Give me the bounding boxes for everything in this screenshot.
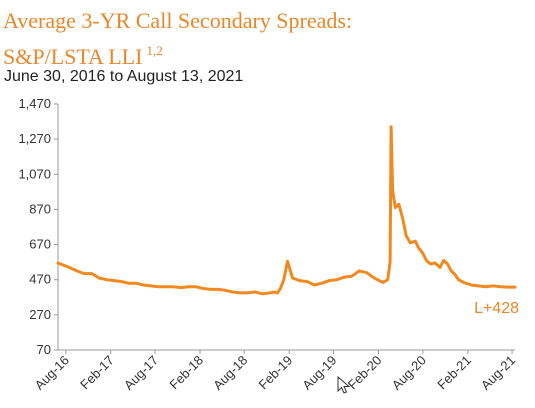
y-tick-label: 670 — [29, 237, 51, 252]
x-tick-label: Aug-18 — [210, 353, 250, 393]
series-line — [56, 125, 517, 296]
chart-title: Average 3-YR Call Secondary Spreads: S&P… — [3, 6, 352, 72]
x-tick-label: Aug-17 — [121, 353, 161, 393]
x-tick-label: Aug-19 — [299, 353, 339, 393]
chart-title-text: S&P/LSTA LLI — [3, 44, 143, 69]
x-axis-tick-labels: Aug-16 Feb-17 Aug-17 Feb-18 Aug-18 Feb-19 Aug-… — [32, 353, 518, 393]
chart-title-line1: Average 3-YR Call Secondary Spreads: — [3, 8, 353, 33]
footnote-superscript: 1,2 — [146, 43, 163, 58]
x-tick-label: Feb-21 — [434, 353, 474, 393]
y-tick-label: 870 — [29, 201, 51, 216]
annotations: L+428 — [474, 300, 519, 317]
x-tick-label: Aug-20 — [389, 353, 429, 393]
end-value-label: L+428 — [474, 300, 519, 317]
y-axis-tick-labels: 70 270 470 670 870 1,070 1,270 1,470 — [18, 96, 51, 357]
y-tick-label: 1,070 — [18, 166, 51, 181]
series-lines — [56, 125, 517, 296]
chart-subtitle: June 30, 2016 to August 13, 2021 — [4, 68, 244, 85]
x-tick-label: Aug-21 — [478, 353, 518, 393]
y-tick-label: 470 — [29, 272, 51, 287]
x-tick-label: Feb-18 — [166, 353, 206, 393]
y-tick-label: 70 — [37, 342, 51, 357]
x-tick-label: Feb-17 — [77, 353, 117, 393]
x-tick-label: Feb-19 — [256, 353, 296, 393]
mouse-cursor-icon — [337, 376, 351, 394]
chart-axes — [54, 103, 515, 354]
y-tick-label: 270 — [29, 307, 51, 322]
y-tick-label: 1,270 — [18, 131, 51, 146]
chart-title-line2: S&P/LSTA LLI 1,2 — [3, 36, 352, 72]
x-tick-label: Aug-16 — [32, 353, 72, 393]
y-tick-label: 1,470 — [18, 96, 51, 111]
